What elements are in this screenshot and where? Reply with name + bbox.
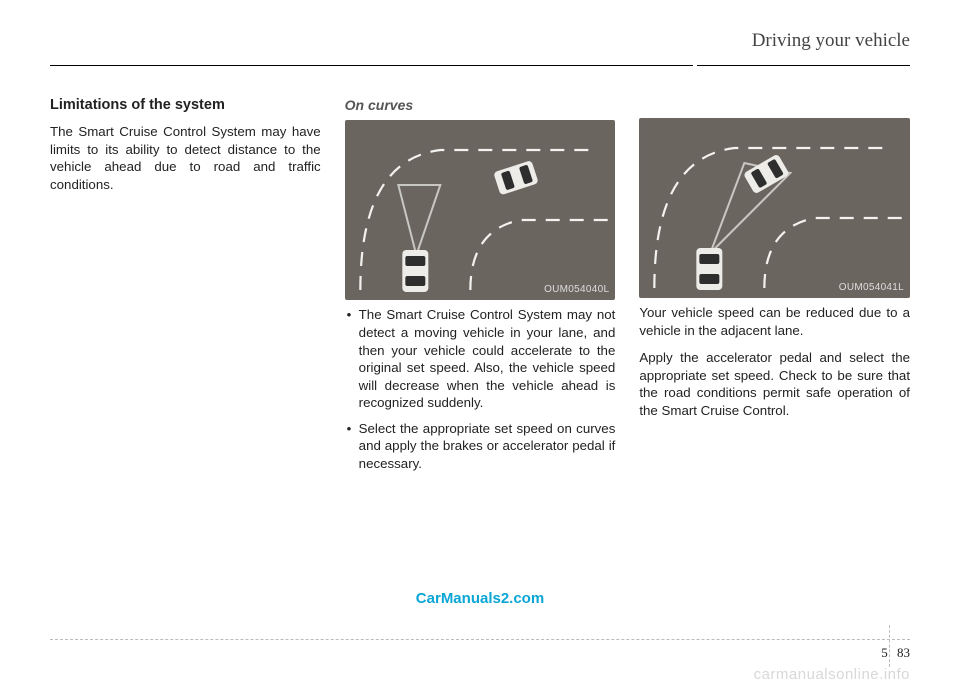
content-columns: Limitations of the system The Smart Crui… — [50, 96, 910, 480]
figure-code-2: OUM054041L — [839, 281, 904, 294]
site-watermark: carmanualsonline.info — [754, 666, 910, 683]
figure-code-1: OUM054040L — [544, 283, 609, 296]
column-middle: On curves — [345, 96, 616, 480]
road-diagram-svg — [345, 120, 616, 300]
page-footer: 5 83 — [50, 639, 910, 661]
column-left: Limitations of the system The Smart Crui… — [50, 96, 321, 480]
limitations-heading: Limitations of the system — [50, 96, 321, 115]
adjacent-lane-paragraph-2: Apply the accelerator pedal and select t… — [639, 349, 910, 419]
header-divider — [50, 65, 910, 66]
section-number: 5 — [881, 645, 888, 660]
curve-bullet-list: The Smart Cruise Control System may not … — [345, 306, 616, 472]
page-number: 5 83 — [881, 645, 910, 661]
on-curves-subheading: On curves — [345, 96, 616, 114]
road-diagram-svg-2 — [639, 118, 910, 298]
carmanuals2-watermark: CarManuals2.com — [416, 590, 544, 607]
curve-figure-2: OUM054041L — [639, 118, 910, 298]
adjacent-lane-paragraph-1: Your vehicle speed can be reduced due to… — [639, 304, 910, 339]
manual-page: Driving your vehicle Limitations of the … — [0, 0, 960, 689]
limitations-paragraph: The Smart Cruise Control System may have… — [50, 123, 321, 193]
page-number-value: 83 — [897, 645, 910, 660]
curve-bullet-2: Select the appropriate set speed on curv… — [345, 420, 616, 473]
curve-bullet-1: The Smart Cruise Control System may not … — [345, 306, 616, 411]
curve-figure-1: OUM054040L — [345, 120, 616, 300]
section-title: Driving your vehicle — [752, 30, 910, 52]
page-header: Driving your vehicle — [50, 30, 910, 66]
footer-divider — [50, 639, 910, 640]
column-right: OUM054041L Your vehicle speed can be red… — [639, 96, 910, 480]
